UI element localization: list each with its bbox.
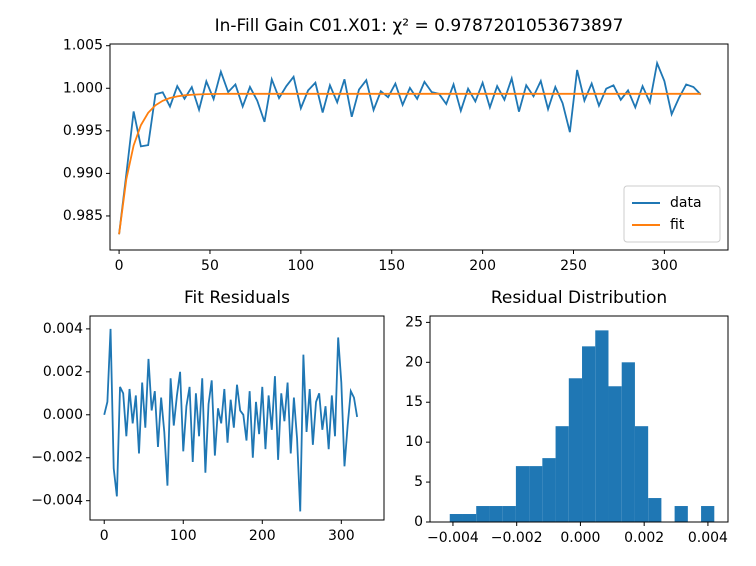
- x-tick-label: −0.002: [491, 530, 543, 546]
- data-line: [103, 328, 359, 512]
- subplot-title: Residual Distribution: [491, 288, 667, 308]
- x-tick-label: 0: [100, 528, 109, 544]
- x-tick-label: 200: [249, 528, 276, 544]
- x-tick-label: −0.004: [427, 530, 479, 546]
- histogram-bar: [462, 514, 477, 522]
- subplot-title: In-Fill Gain C01.X01: χ² = 0.97872010536…: [215, 16, 624, 36]
- legend-box: [623, 185, 721, 243]
- x-tick-label: 100: [287, 258, 314, 274]
- x-tick-label: 0: [115, 258, 124, 274]
- x-tick-label: 0.002: [624, 530, 664, 546]
- axes-frame: [109, 43, 729, 251]
- axes-frame: [429, 315, 729, 523]
- y-tick-label: 0.000: [43, 407, 83, 423]
- y-tick-label: 0.004: [43, 321, 83, 337]
- y-tick-label: 20: [405, 354, 423, 370]
- histogram-bar: [674, 506, 688, 522]
- legend: data fit: [623, 185, 721, 243]
- legend-label: data: [670, 195, 702, 211]
- histogram-bar: [555, 426, 569, 522]
- histogram-bar: [701, 506, 715, 522]
- x-tick-label: 300: [651, 258, 678, 274]
- x-tick-label: 50: [201, 258, 219, 274]
- x-tick-label: 0.000: [560, 530, 600, 546]
- histogram-bar: [515, 466, 530, 522]
- histogram-bar: [489, 506, 503, 522]
- histogram-bar: [621, 362, 635, 522]
- histogram-bar: [634, 426, 649, 522]
- histogram-bar: [542, 458, 556, 522]
- legend-label: fit: [670, 217, 685, 233]
- histogram-bar: [595, 330, 609, 522]
- histogram-bar: [648, 498, 662, 522]
- histogram-bar: [582, 346, 596, 522]
- y-tick-label: 10: [405, 434, 423, 450]
- x-tick-label: 100: [170, 528, 197, 544]
- subplot: In-Fill Gain C01.X01: χ² = 0.97872010536…: [63, 16, 729, 274]
- histogram-bar: [529, 466, 543, 522]
- x-tick-label: 200: [469, 258, 496, 274]
- x-tick-label: 250: [560, 258, 587, 274]
- data-line: [118, 92, 701, 235]
- y-tick-label: 0.990: [63, 165, 103, 181]
- y-tick-label: 0: [414, 514, 423, 530]
- axes-frame: [89, 315, 385, 521]
- subplot-title: Fit Residuals: [184, 288, 290, 308]
- histogram-bar: [476, 506, 490, 522]
- y-tick-label: 1.005: [63, 38, 103, 54]
- x-tick-label: 0.004: [688, 530, 728, 546]
- y-tick-label: 0.995: [63, 123, 103, 139]
- y-tick-label: 5: [414, 474, 423, 490]
- x-tick-label: 150: [378, 258, 405, 274]
- y-tick-label: 1.000: [63, 80, 103, 96]
- x-tick-label: 300: [328, 528, 355, 544]
- y-tick-label: 0.002: [43, 364, 83, 380]
- subplot: Fit Residuals 0 100 200 300 −0.004 −0.002 0.000…: [31, 288, 385, 544]
- histogram-bar: [449, 514, 463, 522]
- data-line: [118, 59, 702, 235]
- y-tick-label: −0.002: [31, 450, 83, 466]
- histogram-bar: [502, 506, 516, 522]
- y-tick-label: 0.985: [63, 208, 103, 224]
- histogram-bar: [568, 378, 583, 522]
- y-tick-label: 15: [405, 394, 423, 410]
- subplot: Residual Distribution −0.004 −0.002 0.000 0.…: [405, 288, 729, 546]
- histogram-bar: [608, 386, 622, 522]
- y-tick-label: −0.004: [31, 493, 83, 509]
- y-tick-label: 25: [405, 314, 423, 330]
